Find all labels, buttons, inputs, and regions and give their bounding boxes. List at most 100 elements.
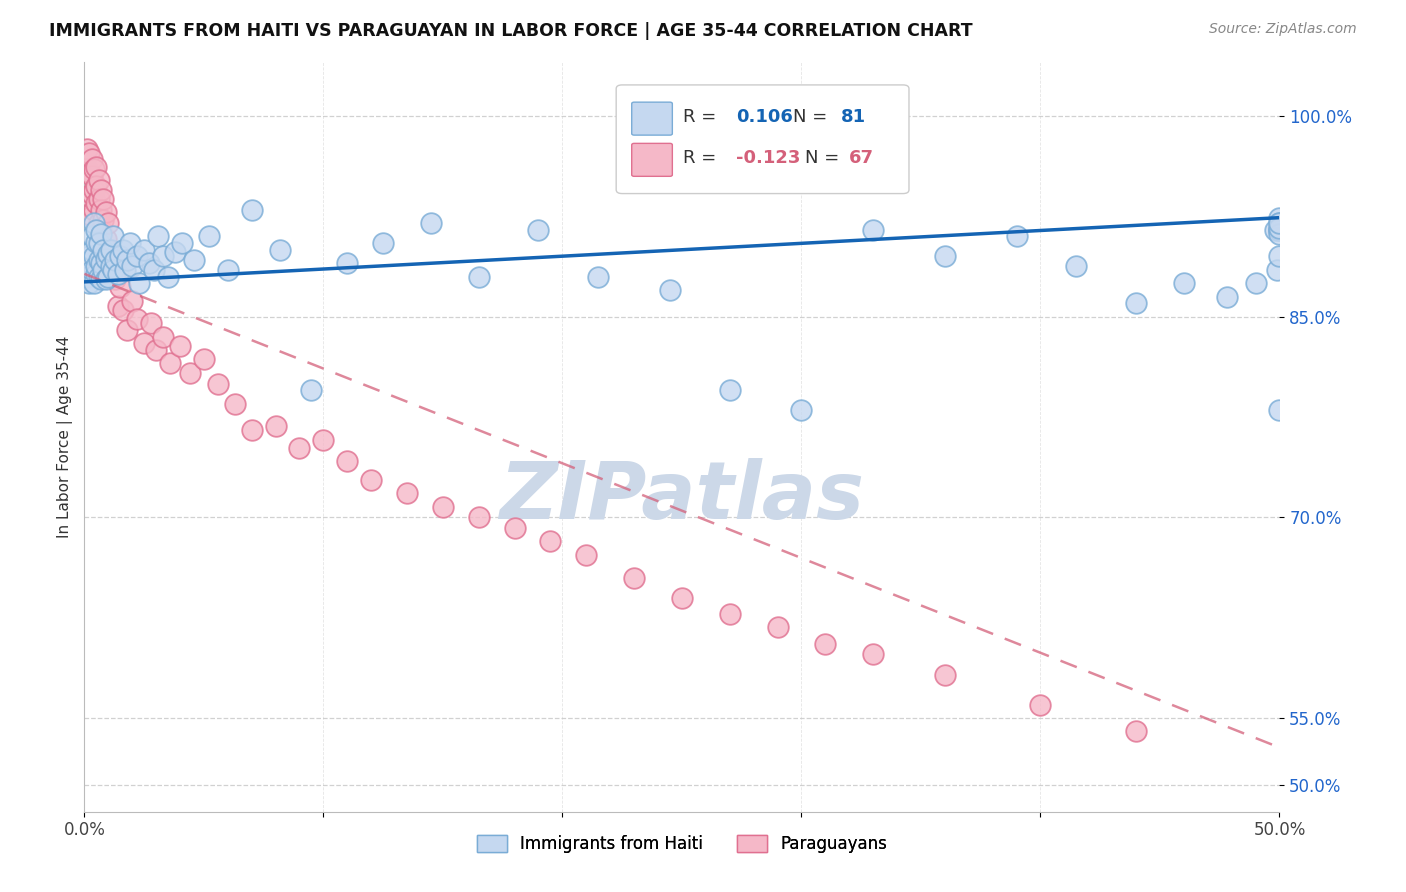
Point (934, 668, 956, 682)
Point (101, 250, 124, 264)
Point (93, 262, 115, 277)
Point (217, 262, 239, 277)
Point (80, 169, 103, 184)
Point (1264, 223, 1286, 237)
Point (159, 356, 181, 371)
Point (111, 243, 134, 257)
Text: 0.106: 0.106 (735, 108, 793, 126)
Point (80, 186, 103, 201)
Point (86, 267, 108, 281)
Point (141, 317, 163, 331)
Point (86, 223, 108, 237)
Point (125, 312, 148, 326)
Point (1268, 221, 1291, 235)
Point (111, 303, 134, 318)
Text: ZIPatlas: ZIPatlas (499, 458, 865, 536)
Point (934, 250, 956, 264)
Point (80, 243, 103, 257)
Point (80, 209, 103, 223)
Point (148, 229, 170, 244)
Point (152, 250, 174, 264)
Point (718, 607, 741, 621)
Point (97, 247, 120, 261)
Point (121, 259, 143, 273)
Point (121, 293, 143, 308)
Point (87, 235, 110, 250)
Point (104, 272, 127, 286)
Point (659, 283, 682, 297)
Point (87, 173, 110, 187)
Point (94, 272, 117, 286)
Point (1268, 223, 1291, 237)
Point (373, 235, 395, 250)
Point (1029, 698, 1052, 712)
Point (623, 571, 645, 585)
Point (118, 235, 141, 250)
Point (100, 259, 122, 273)
Point (132, 243, 156, 257)
Point (101, 262, 124, 277)
Point (269, 243, 291, 257)
Point (575, 548, 598, 562)
Point (169, 339, 191, 353)
Text: IMMIGRANTS FROM HAITI VS PARAGUAYAN IN LABOR FORCE | AGE 35-44 CORRELATION CHART: IMMIGRANTS FROM HAITI VS PARAGUAYAN IN L… (49, 22, 973, 40)
Point (110, 250, 132, 264)
Point (83, 250, 105, 264)
Point (132, 336, 156, 351)
Point (90, 223, 112, 237)
Point (107, 267, 129, 281)
Point (360, 473, 382, 487)
Legend: Immigrants from Haiti, Paraguayans: Immigrants from Haiti, Paraguayans (471, 828, 893, 860)
Point (671, 591, 693, 605)
Point (87, 192, 110, 206)
Point (87, 253, 110, 268)
Point (93, 213, 115, 227)
Point (83, 183, 105, 197)
Y-axis label: In Labor Force | Age 35-44: In Labor Force | Age 35-44 (58, 336, 73, 538)
Point (94, 252, 117, 266)
Point (86, 178, 108, 193)
Point (107, 299, 129, 313)
Point (86, 160, 108, 174)
Point (193, 352, 215, 367)
Point (540, 534, 562, 549)
Point (86, 235, 108, 249)
Point (100, 243, 122, 257)
Point (101, 229, 124, 244)
Point (1125, 296, 1147, 310)
Point (503, 521, 526, 535)
Point (420, 216, 443, 230)
Point (1268, 227, 1291, 241)
Point (83, 277, 105, 291)
Point (1005, 229, 1028, 244)
Point (336, 454, 359, 468)
Point (179, 366, 201, 380)
Point (145, 343, 167, 358)
Point (110, 280, 132, 294)
FancyBboxPatch shape (631, 144, 672, 177)
Point (77, 146, 100, 161)
Point (814, 637, 837, 651)
Point (80, 152, 103, 166)
Point (240, 202, 263, 217)
Point (80, 262, 103, 277)
Point (94, 205, 117, 219)
Point (77, 189, 100, 203)
Point (90, 227, 112, 241)
Point (76, 162, 98, 177)
Point (77, 250, 100, 264)
Text: -0.123: -0.123 (735, 149, 800, 168)
Point (87, 269, 110, 284)
Point (1244, 277, 1267, 291)
Point (288, 441, 311, 455)
Point (527, 223, 550, 237)
Point (142, 262, 165, 277)
Point (87, 216, 110, 230)
Point (172, 235, 194, 250)
Text: R =: R = (683, 108, 723, 126)
Point (183, 253, 205, 268)
Point (94, 232, 117, 246)
Point (80, 229, 103, 244)
Point (1268, 211, 1291, 225)
Point (197, 229, 219, 244)
